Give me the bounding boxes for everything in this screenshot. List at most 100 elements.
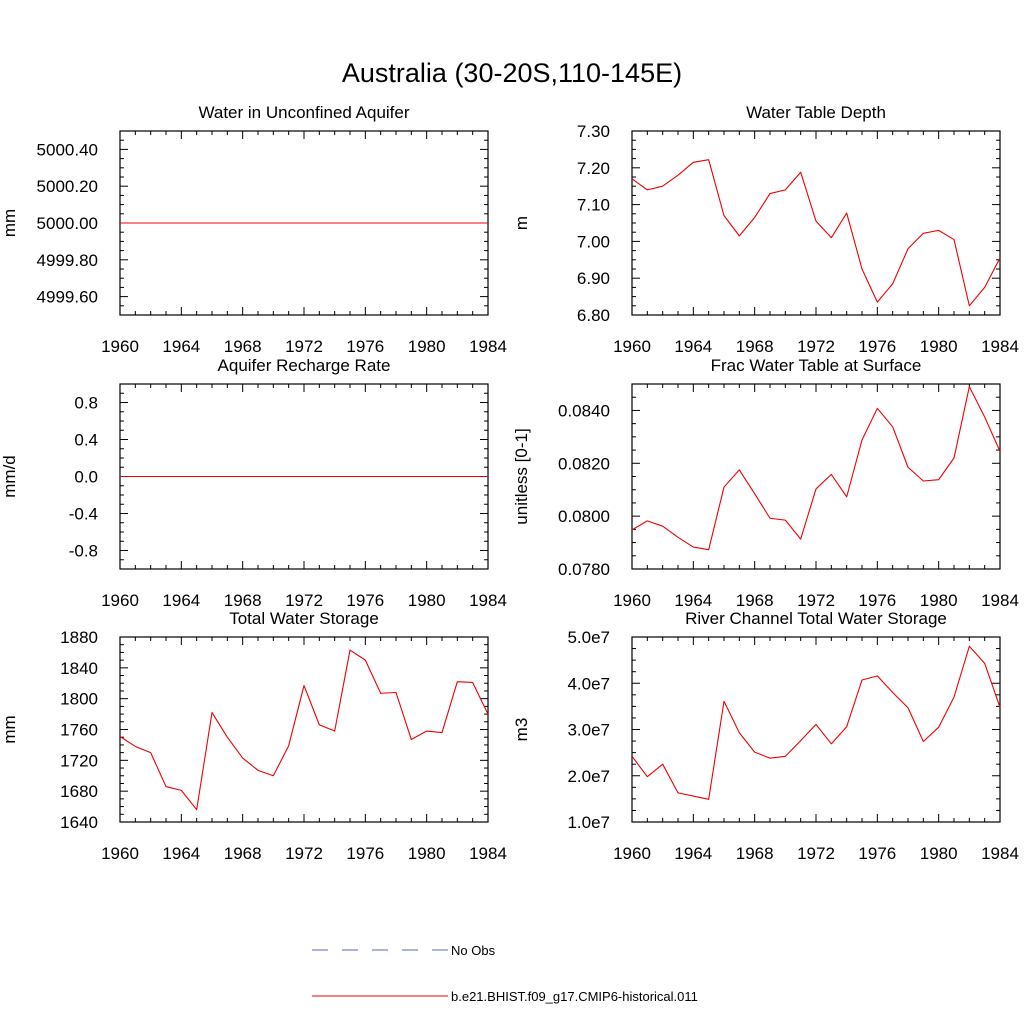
x-tick-label: 1972 [797, 337, 835, 356]
x-tick-label: 1964 [674, 844, 712, 863]
y-tick-label: 5000.00 [37, 214, 98, 233]
y-tick-label: 7.30 [577, 122, 610, 141]
y-axis-label: unitless [0-1] [512, 428, 531, 524]
x-tick-label: 1964 [162, 591, 200, 610]
plot-frame [631, 130, 1001, 316]
y-tick-label: 0.4 [74, 431, 98, 450]
x-tick-label: 1968 [736, 844, 774, 863]
chart-panel: Total Water Storage mm 1960 1964 1968 1972 197… [0, 609, 507, 863]
chart-title: Water Table Depth [746, 103, 886, 122]
series-line [631, 159, 1001, 307]
y-tick-label: 0.0840 [558, 401, 610, 420]
x-tick-label: 1972 [285, 844, 323, 863]
y-tick-label: 0.0 [74, 468, 98, 487]
x-tick-label: 1984 [469, 337, 507, 356]
y-tick-label: 7.10 [577, 196, 610, 215]
x-tick-label: 1968 [224, 844, 262, 863]
y-tick-label: 5000.20 [37, 177, 98, 196]
x-tick-label: 1980 [408, 591, 446, 610]
x-tick-label: 1968 [224, 591, 262, 610]
y-axis-label: mm/d [0, 455, 19, 498]
y-tick-label: 4999.80 [37, 251, 98, 270]
y-tick-label: 6.90 [577, 269, 610, 288]
chart-panel: Frac Water Table at Surface unitless [0-1… [512, 356, 1019, 610]
y-tick-label: 1.0e7 [567, 813, 610, 832]
x-tick-label: 1980 [408, 844, 446, 863]
x-tick-label: 1964 [674, 337, 712, 356]
y-tick-label: 5000.40 [37, 140, 98, 159]
y-tick-label: 1720 [60, 751, 98, 770]
y-tick-label: 2.0e7 [567, 767, 610, 786]
x-tick-label: 1972 [285, 591, 323, 610]
x-tick-label: 1976 [346, 337, 384, 356]
x-tick-label: 1964 [674, 591, 712, 610]
x-tick-label: 1980 [920, 337, 958, 356]
y-tick-label: 6.80 [577, 306, 610, 325]
x-tick-label: 1964 [162, 337, 200, 356]
page-title: Australia (30-20S,110-145E) [342, 58, 682, 88]
chart-title: Frac Water Table at Surface [711, 356, 922, 375]
chart-title: Total Water Storage [229, 609, 379, 628]
y-axis-label: mm [0, 209, 19, 237]
x-tick-label: 1976 [858, 591, 896, 610]
x-tick-label: 1976 [858, 337, 896, 356]
y-tick-label: 3.0e7 [567, 721, 610, 740]
x-tick-label: 1960 [101, 337, 139, 356]
x-tick-label: 1972 [797, 844, 835, 863]
y-axis-label: mm [0, 715, 19, 743]
y-tick-label: 1840 [60, 659, 98, 678]
x-tick-label: 1976 [858, 844, 896, 863]
x-tick-label: 1984 [469, 591, 507, 610]
x-tick-label: 1984 [981, 337, 1019, 356]
x-tick-label: 1980 [920, 844, 958, 863]
chart-panel: Water Table Depth m 1960 1964 1968 1972 1976 19… [512, 103, 1019, 356]
x-tick-label: 1960 [613, 337, 651, 356]
chart-title: Water in Unconfined Aquifer [198, 103, 409, 122]
y-tick-label: 4999.60 [37, 288, 98, 307]
plot-frame [119, 636, 489, 823]
y-tick-label: 7.00 [577, 232, 610, 251]
legend-obs-label: No Obs [451, 943, 496, 958]
x-tick-label: 1980 [408, 337, 446, 356]
x-tick-label: 1972 [797, 591, 835, 610]
x-tick-label: 1980 [920, 591, 958, 610]
x-tick-label: 1968 [736, 591, 774, 610]
x-tick-label: 1960 [101, 591, 139, 610]
x-tick-label: 1984 [469, 844, 507, 863]
series-line [631, 645, 1001, 800]
series-line [631, 386, 1001, 551]
x-tick-label: 1972 [285, 337, 323, 356]
y-axis-label: m3 [512, 718, 531, 742]
y-tick-label: 1760 [60, 721, 98, 740]
y-tick-label: -0.8 [69, 542, 98, 561]
y-tick-label: 0.0820 [558, 454, 610, 473]
chart-panel: Water in Unconfined Aquifer mm 1960 1964 196… [0, 103, 507, 356]
y-tick-label: 1880 [60, 628, 98, 647]
chart-title: River Channel Total Water Storage [685, 609, 947, 628]
series-line [119, 649, 489, 811]
x-tick-label: 1976 [346, 591, 384, 610]
legend: No Obs b.e21.BHIST.f09_g17.CMIP6-histori… [312, 943, 698, 1004]
y-tick-label: 0.0780 [558, 560, 610, 579]
y-tick-label: 7.20 [577, 159, 610, 178]
y-tick-label: -0.4 [69, 505, 98, 524]
y-tick-label: 0.0800 [558, 507, 610, 526]
x-tick-label: 1960 [101, 844, 139, 863]
chart-panels: Water in Unconfined Aquifer mm 1960 1964 196… [0, 103, 1019, 863]
x-tick-label: 1968 [736, 337, 774, 356]
y-tick-label: 1800 [60, 690, 98, 709]
y-axis-label: m [512, 216, 531, 230]
x-tick-label: 1984 [981, 591, 1019, 610]
x-tick-label: 1968 [224, 337, 262, 356]
x-tick-label: 1960 [613, 591, 651, 610]
plot-frame [631, 383, 1001, 570]
legend-model-label: b.e21.BHIST.f09_g17.CMIP6-historical.011 [451, 989, 698, 1004]
x-tick-label: 1976 [346, 844, 384, 863]
x-tick-label: 1960 [613, 844, 651, 863]
x-tick-label: 1984 [981, 844, 1019, 863]
y-tick-label: 1640 [60, 813, 98, 832]
chart-title: Aquifer Recharge Rate [218, 356, 391, 375]
chart-panel: Aquifer Recharge Rate mm/d 1960 1964 1968 197… [0, 356, 507, 610]
